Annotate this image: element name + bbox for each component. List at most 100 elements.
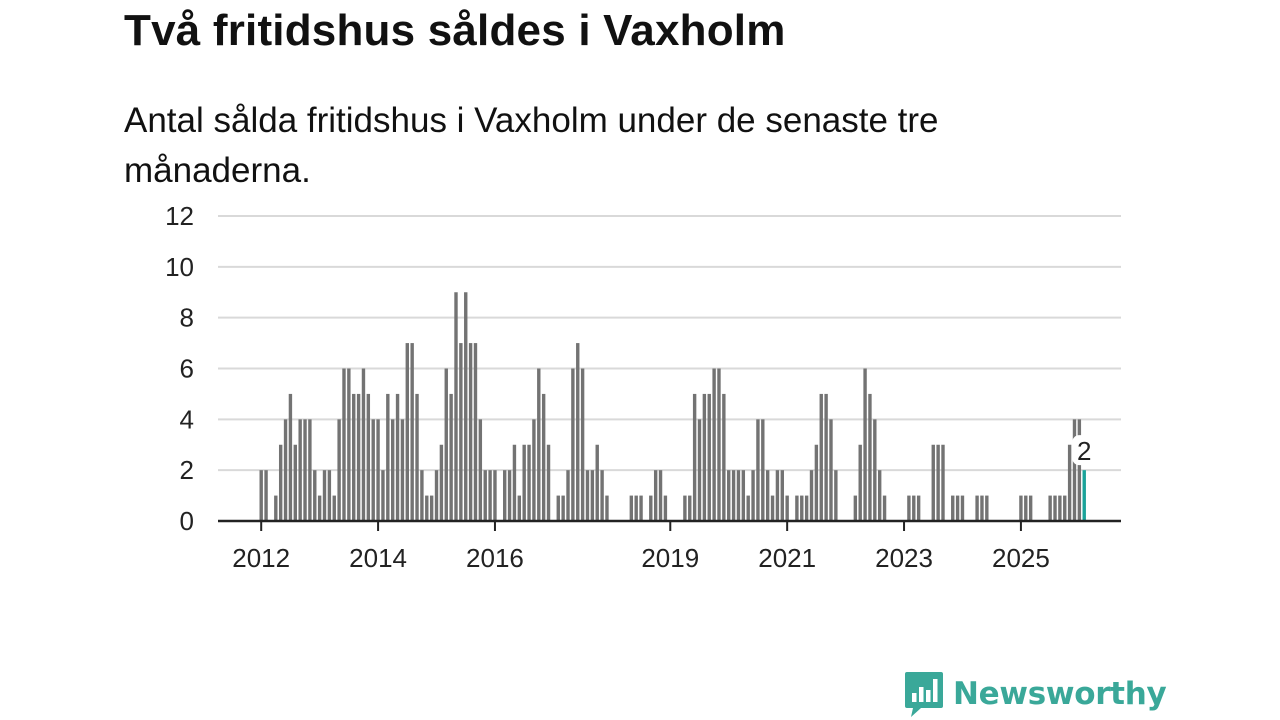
bar <box>955 495 960 521</box>
bar <box>468 343 473 521</box>
bars <box>259 292 1086 521</box>
bar <box>692 393 697 521</box>
bar <box>1063 495 1067 521</box>
bar <box>639 495 643 521</box>
bar <box>454 292 458 521</box>
bar <box>649 495 653 521</box>
bar <box>1053 495 1057 521</box>
bar <box>332 495 336 521</box>
y-tick-label: 8 <box>180 303 194 333</box>
bar <box>868 393 872 521</box>
bar <box>1028 495 1033 521</box>
bar <box>770 495 775 521</box>
bar <box>464 292 468 521</box>
bar <box>765 470 770 521</box>
bar <box>936 444 940 521</box>
bar <box>278 444 283 521</box>
bar <box>541 393 546 521</box>
bar <box>1058 495 1062 521</box>
bar <box>576 343 580 521</box>
bar <box>556 495 560 521</box>
bar <box>580 368 585 521</box>
bar <box>459 343 463 521</box>
bar <box>512 444 517 521</box>
bar <box>712 368 716 521</box>
bar <box>819 393 823 521</box>
bar <box>683 495 687 521</box>
bar <box>376 419 380 521</box>
bar <box>746 495 750 521</box>
bar <box>980 495 984 521</box>
newsworthy-logo: Newsworthy <box>903 670 1167 718</box>
bar <box>386 393 390 521</box>
bar <box>342 368 346 521</box>
bar <box>975 495 979 521</box>
bar <box>288 393 293 521</box>
bar <box>658 470 663 521</box>
bar <box>356 393 361 521</box>
y-tick-label: 12 <box>165 201 194 231</box>
bar <box>907 495 911 521</box>
bar <box>916 495 921 521</box>
bar <box>775 470 780 521</box>
bar <box>853 495 858 521</box>
bar <box>366 393 371 521</box>
annotation-halo <box>1072 435 1097 466</box>
bar-chart: 0 2 4 6 8 10 12 2012 2014 2016 2019 2021 2023 2025 2 <box>165 201 1121 573</box>
bar <box>1077 419 1082 521</box>
bar <box>629 495 634 521</box>
bar <box>313 470 317 521</box>
bar <box>405 343 409 521</box>
bar <box>863 368 867 521</box>
bar <box>727 470 731 521</box>
bar <box>317 495 322 521</box>
bar <box>877 470 882 521</box>
bar <box>912 495 916 521</box>
bar <box>415 393 419 521</box>
bar <box>274 495 278 521</box>
bar <box>425 495 429 521</box>
bar <box>741 470 746 521</box>
bar <box>517 495 522 521</box>
bar <box>293 444 297 521</box>
bar <box>761 419 765 521</box>
bar <box>561 495 565 521</box>
bar <box>814 444 819 521</box>
bar <box>347 368 351 521</box>
bar <box>731 470 736 521</box>
bar <box>653 470 658 521</box>
bar <box>931 444 935 521</box>
bar <box>663 495 668 521</box>
bar <box>503 470 507 521</box>
x-tick-label: 2016 <box>466 543 524 573</box>
bar <box>444 368 448 521</box>
bar <box>736 470 741 521</box>
bar <box>834 470 838 521</box>
y-tick-label: 6 <box>180 354 194 384</box>
bar <box>1019 495 1023 521</box>
bar <box>264 470 268 521</box>
bar <box>824 393 828 521</box>
bar <box>381 470 385 521</box>
bar <box>395 393 400 521</box>
bar <box>780 470 784 521</box>
chart-title: Två fritidshus såldes i Vaxholm <box>124 6 786 55</box>
x-tick-label: 2025 <box>992 543 1050 573</box>
bar <box>352 393 356 521</box>
bar <box>546 444 551 521</box>
bar <box>829 419 833 521</box>
bar <box>1048 495 1052 521</box>
bar <box>858 444 862 521</box>
bar <box>585 470 590 521</box>
bar <box>303 419 307 521</box>
highlight-value-label: 2 <box>1077 436 1091 466</box>
bar <box>488 470 492 521</box>
bar <box>941 444 945 521</box>
bar <box>537 368 541 521</box>
bar <box>390 419 395 521</box>
bar <box>634 495 638 521</box>
bar <box>756 419 760 521</box>
bar <box>322 470 327 521</box>
x-axis-labels: 2012 2014 2016 2019 2021 2023 2025 <box>232 521 1050 573</box>
bar <box>1067 444 1072 521</box>
